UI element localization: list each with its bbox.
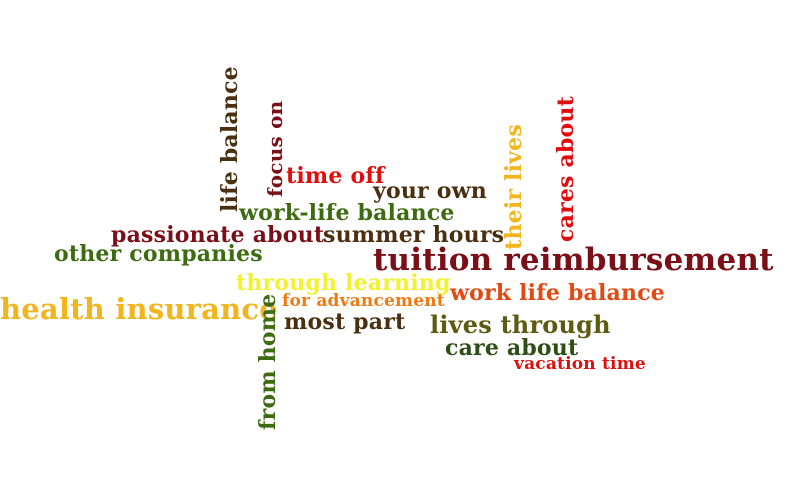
- word-tuition-reimbursement: tuition reimbursement: [373, 242, 774, 278]
- word-health-insurance: health insurance: [0, 292, 278, 326]
- word-from-home: from home: [255, 293, 281, 430]
- word-most-part: most part: [284, 309, 406, 335]
- word-work-life-balance: work life balance: [450, 280, 665, 306]
- word-vacation-time: vacation time: [514, 354, 646, 374]
- word-care-about: care about: [445, 335, 579, 361]
- word-life-balance: life balance: [217, 66, 243, 212]
- word-their-lives: their lives: [501, 124, 527, 250]
- word-time-off: time off: [286, 163, 385, 189]
- word-through-learning: through learning: [236, 270, 451, 296]
- word-passionate-about: passionate about: [111, 222, 325, 248]
- word-summer-hours: summer hours: [323, 222, 505, 248]
- word-work-life-balance-hyphen: work-life balance: [239, 200, 455, 226]
- word-other-companies: other companies: [54, 241, 263, 267]
- word-focus-on: focus on: [263, 100, 287, 197]
- word-cares-about: cares about: [553, 96, 579, 242]
- word-for-advancement: for advancement: [282, 291, 445, 311]
- word-your-own: your own: [373, 178, 487, 204]
- word-lives-through: lives through: [430, 310, 611, 339]
